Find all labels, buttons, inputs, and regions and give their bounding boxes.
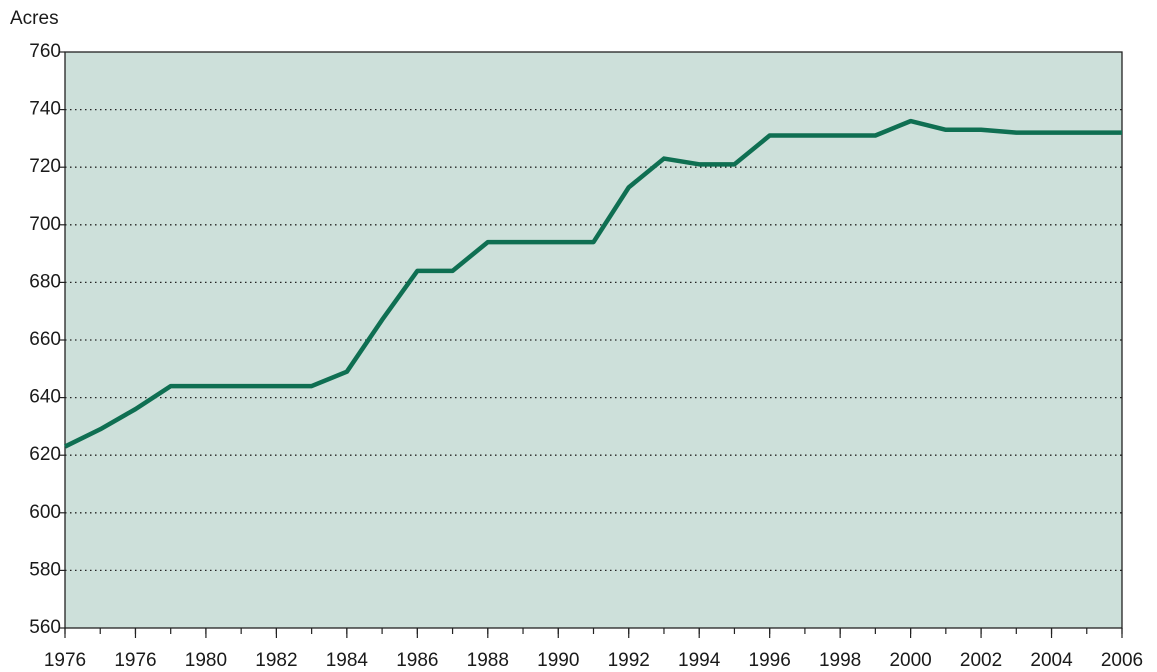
x-tick-label: 1986 [396,650,438,671]
plot-frame [64,51,1123,629]
y-tick-label: 720 [29,156,61,177]
x-tick-label: 1982 [255,650,297,671]
x-tick-label: 1998 [819,650,861,671]
x-tick-label: 1980 [185,650,227,671]
y-tick-label: 680 [29,271,61,292]
x-tick-label: 2000 [889,650,931,671]
y-tick-label: 560 [29,617,61,638]
y-tick-label: 640 [29,387,61,408]
x-tick-label: 1996 [749,650,791,671]
x-tick-label: 1984 [326,650,369,671]
y-tick-label: 700 [29,214,61,235]
data-line [64,118,1122,449]
x-tick-label: 2004 [1030,650,1073,671]
y-tick-label: 760 [29,41,61,62]
x-tick-label: 2002 [960,650,1002,671]
x-tick-label: 1988 [467,650,509,671]
y-tick-label: 620 [29,444,61,465]
x-tick-label: 1990 [537,650,579,671]
x-tick-label: 1976 [114,650,156,671]
y-tick-label: 660 [29,329,61,350]
x-tick-label: 1994 [678,650,721,671]
x-tick-label: 2006 [1101,650,1143,671]
y-tick-label: 740 [29,99,61,120]
x-tick-label: 1992 [608,650,650,671]
plot-area [65,52,1122,628]
x-tick-label: 1976 [44,650,86,671]
y-axis-label: Acres [10,8,59,29]
y-tick-label: 580 [29,559,61,580]
y-tick-label: 600 [29,502,61,523]
